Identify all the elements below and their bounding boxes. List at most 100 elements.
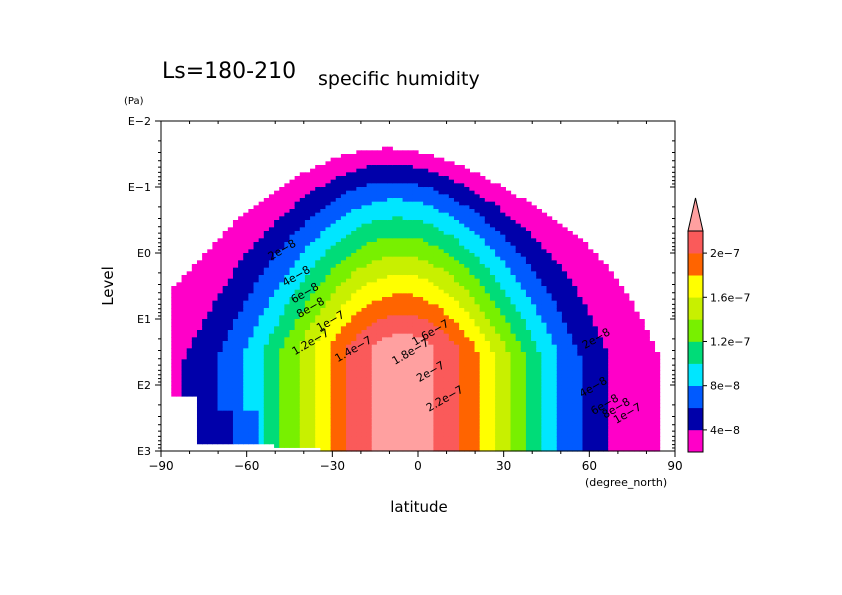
contour-cell [361, 161, 368, 166]
contour-cell [268, 245, 275, 250]
contour-cell [376, 212, 383, 217]
contour-cell [299, 286, 306, 291]
contour-cell [248, 392, 255, 397]
contour-cell [207, 319, 213, 324]
contour-cell [232, 242, 239, 247]
contour-cell [340, 187, 347, 192]
contour-cell [268, 355, 275, 360]
contour-cell [351, 190, 357, 195]
contour-cell [248, 326, 255, 331]
contour-cell [474, 223, 481, 228]
contour-cell [382, 165, 388, 170]
contour-fill-layer [171, 146, 661, 452]
contour-cell [418, 333, 424, 338]
contour-cell [207, 326, 213, 331]
contour-cell [464, 399, 470, 404]
contour-cell [525, 440, 532, 445]
contour-cell [407, 447, 414, 452]
contour-cell [376, 363, 383, 368]
contour-cell [346, 267, 352, 272]
contour-cell [428, 227, 435, 232]
contour-cell [484, 223, 491, 228]
contour-cell [268, 315, 275, 320]
contour-cell [294, 190, 301, 195]
contour-cell [268, 223, 275, 228]
contour-cell [243, 388, 249, 393]
contour-cell [448, 205, 455, 210]
contour-cell [310, 359, 316, 364]
contour-cell [274, 421, 280, 426]
contour-cell [284, 440, 291, 445]
contour-cell [181, 293, 188, 298]
contour-cell [330, 231, 337, 236]
contour-cell [510, 209, 517, 214]
contour-cell [443, 414, 450, 419]
contour-cell [217, 333, 224, 338]
contour-cell [335, 330, 342, 335]
contour-cell [433, 403, 440, 408]
contour-cell [371, 168, 378, 173]
contour-cell [479, 388, 486, 393]
contour-cell [382, 205, 388, 210]
contour-cell [448, 388, 455, 393]
contour-cell [289, 319, 296, 324]
contour-cell [387, 432, 393, 437]
contour-cell [356, 311, 363, 316]
contour-cell [479, 245, 486, 250]
contour-cell [525, 333, 532, 338]
contour-cell [222, 414, 229, 419]
contour-cell [484, 392, 491, 397]
contour-cell [299, 271, 306, 276]
contour-cell [412, 370, 419, 375]
contour-cell [325, 410, 332, 415]
contour-cell [520, 366, 527, 371]
contour-cell [340, 399, 347, 404]
contour-cell [330, 194, 337, 199]
contour-cell [304, 355, 311, 360]
contour-cell [423, 205, 429, 210]
contour-cell [428, 392, 435, 397]
contour-cell [505, 418, 512, 423]
contour-cell [253, 319, 260, 324]
contour-cell [289, 344, 296, 349]
contour-cell [304, 264, 311, 269]
contour-cell [304, 205, 311, 210]
contour-cell [520, 363, 527, 368]
contour-cell [428, 242, 435, 247]
contour-cell [217, 370, 224, 375]
contour-cell [438, 366, 445, 371]
contour-cell [382, 194, 388, 199]
contour-cell [294, 223, 301, 228]
contour-cell [392, 194, 399, 199]
contour-cell [382, 176, 388, 181]
contour-cell [320, 370, 327, 375]
contour-cell [258, 234, 265, 239]
contour-cell [371, 421, 378, 426]
contour-cell [376, 183, 383, 188]
contour-cell [515, 245, 522, 250]
contour-cell [500, 300, 506, 305]
contour-cell [387, 220, 393, 225]
contour-cell [453, 249, 460, 254]
contour-cell [428, 388, 435, 393]
contour-cell [474, 440, 481, 445]
contour-cell [258, 440, 265, 445]
contour-cell [402, 172, 409, 177]
contour-cell [294, 275, 301, 280]
contour-cell [515, 282, 522, 287]
contour-cell [515, 440, 522, 445]
contour-cell [274, 414, 280, 419]
contour-cell [243, 282, 249, 287]
contour-cell [402, 377, 409, 382]
contour-cell [397, 253, 404, 258]
contour-cell [448, 333, 455, 338]
contour-cell [520, 341, 527, 346]
contour-cell [402, 407, 409, 412]
contour-cell [495, 242, 501, 247]
contour-cell [304, 293, 311, 298]
contour-cell [176, 359, 183, 364]
contour-cell [479, 249, 486, 254]
contour-cell [376, 418, 383, 423]
contour-cell [248, 275, 255, 280]
contour-cell [330, 201, 337, 206]
